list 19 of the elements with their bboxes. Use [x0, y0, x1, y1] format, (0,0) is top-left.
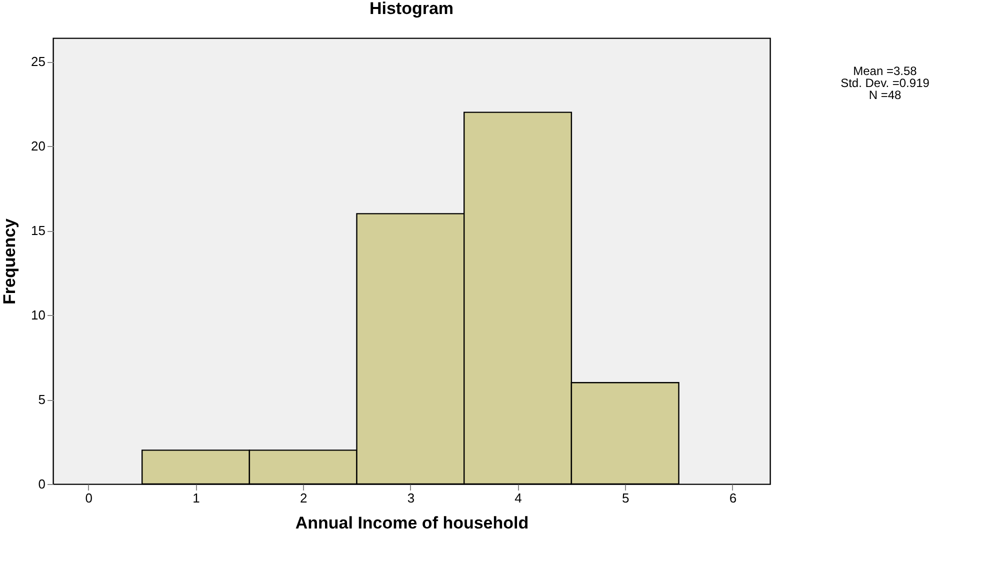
- y-tick-label: 20: [31, 138, 46, 154]
- y-tick-label: 10: [31, 308, 46, 323]
- y-tick-label: 15: [31, 223, 46, 238]
- y-axis-title: Frequency: [0, 218, 20, 304]
- y-tick-label: 0: [38, 476, 46, 492]
- y-tick-label: 5: [38, 392, 46, 408]
- x-tick-label: 4: [514, 490, 522, 506]
- text: Std. Dev. =0.919: [840, 76, 930, 90]
- x-tick-label: 6: [729, 490, 737, 506]
- x-tick-label: 5: [622, 490, 630, 506]
- x-tick-label: 1: [192, 490, 200, 506]
- text: N =48: [868, 88, 902, 102]
- x-tick-label: 3: [407, 490, 415, 506]
- text: Mean =3.58: [853, 64, 918, 78]
- x-tick-label: 0: [85, 490, 93, 506]
- x-axis-title: Annual Income of household: [295, 514, 529, 532]
- chart-title: Histogram: [369, 0, 454, 18]
- x-tick-label: 2: [300, 490, 308, 506]
- y-tick-label: 25: [31, 54, 46, 70]
